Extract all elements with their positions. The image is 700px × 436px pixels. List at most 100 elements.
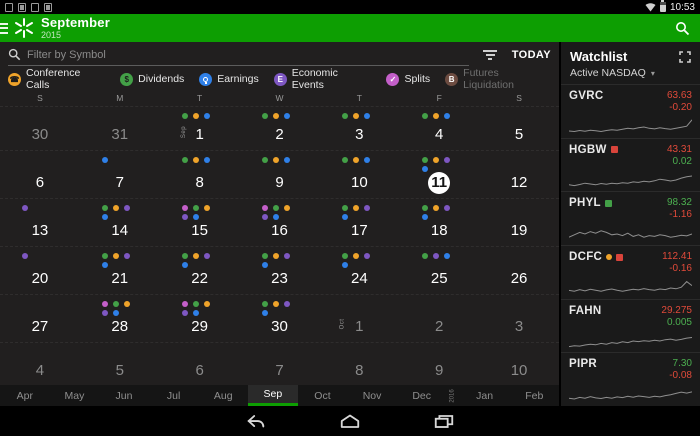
calendar-day-29[interactable]: 29 — [160, 295, 240, 342]
month-tab-jan[interactable]: Jan — [476, 389, 494, 402]
event-dots — [342, 349, 377, 355]
legend-item-economic-events[interactable]: E Economic Events — [273, 67, 372, 91]
watchlist-row-PHYL[interactable]: PHYL 98.32 -1.16 — [561, 191, 700, 245]
date-number: 3 — [514, 318, 524, 335]
calendar-day-14[interactable]: 14 — [80, 199, 160, 246]
date-number: 12 — [510, 174, 528, 191]
futures-liquidation-icon: B — [445, 72, 459, 86]
calendar-day-28[interactable]: 28 — [80, 295, 160, 342]
watchlist-selector[interactable]: Active NASDAQ ▾ — [570, 67, 691, 79]
event-dots — [102, 349, 137, 355]
legend-item-dividends[interactable]: $ Dividends — [120, 72, 184, 86]
month-tab-nov[interactable]: Nov — [362, 389, 382, 402]
watchlist-row-GVRC[interactable]: GVRC 63.63 -0.20 — [561, 84, 700, 138]
event-dots — [502, 349, 537, 355]
calendar-day-18[interactable]: 18 — [399, 199, 479, 246]
calendar-day-16[interactable]: 16 — [240, 199, 320, 246]
watchlist-row-top: GVRC 63.63 -0.20 — [569, 90, 692, 113]
month-tab-aug[interactable]: Aug — [213, 389, 233, 402]
calendar-day-27[interactable]: 27 — [0, 295, 80, 342]
calendar-day-11[interactable]: 11 — [399, 151, 479, 198]
calendar-day-21[interactable]: 21 — [80, 247, 160, 294]
cc-event-dot — [272, 113, 279, 119]
calendar-day-2[interactable]: 2 — [240, 107, 320, 150]
calendar-day-13[interactable]: 13 — [0, 199, 80, 246]
app-logo-starburst-icon — [15, 18, 33, 38]
calendar-day-22[interactable]: 22 — [160, 247, 240, 294]
calendar-day-6-muted[interactable]: 6 — [160, 343, 240, 386]
watchlist-row-PIPR[interactable]: PIPR 7.30 -0.08 — [561, 352, 700, 406]
price-block: 29.275 0.005 — [661, 305, 692, 328]
calendar-day-17[interactable]: 17 — [319, 199, 399, 246]
month-tab-sep[interactable]: Sep — [248, 385, 298, 406]
legend-item-splits[interactable]: ✓ Splits — [386, 72, 430, 86]
calendar-day-4-muted[interactable]: 4 — [0, 343, 80, 386]
legend-item-futures-liquidation[interactable]: B Futures Liquidation — [445, 67, 551, 91]
home-button[interactable] — [331, 412, 369, 431]
calendar-day-15[interactable]: 15 — [160, 199, 240, 246]
sparkline-chart — [569, 119, 692, 132]
filter-funnel-icon[interactable] — [483, 50, 498, 60]
calendar-day-5[interactable]: 5 — [479, 107, 559, 150]
event-dots — [102, 113, 137, 119]
earn-event-dot — [193, 213, 200, 220]
calendar-day-7[interactable]: 7 — [80, 151, 160, 198]
calendar-day-26[interactable]: 26 — [479, 247, 559, 294]
expand-fullscreen-icon[interactable] — [679, 51, 691, 63]
calendar-day-10-muted[interactable]: 10 — [479, 343, 559, 386]
recents-button[interactable] — [425, 412, 463, 431]
legend-item-earnings[interactable]: Earnings — [199, 72, 259, 86]
calendar-day-3-muted[interactable]: 3 — [479, 295, 559, 342]
calendar-day-9-muted[interactable]: 9 — [399, 343, 479, 386]
calendar-day-1-muted[interactable]: 1 Oct — [319, 295, 399, 342]
month-tab-feb[interactable]: Feb — [525, 389, 544, 402]
month-tab-apr[interactable]: Apr — [16, 389, 33, 402]
event-dots — [102, 204, 137, 220]
earn-event-dot — [272, 213, 279, 220]
calendar-day-30-muted[interactable]: 30 — [0, 107, 80, 150]
date-number: 8 — [195, 174, 204, 191]
symbol-filter-input[interactable] — [27, 48, 469, 61]
calendar-day-8-muted[interactable]: 8 — [319, 343, 399, 386]
calendar-day-7-muted[interactable]: 7 — [240, 343, 320, 386]
download-notification-icon — [5, 2, 13, 12]
month-tab-dec[interactable]: Dec — [412, 389, 432, 402]
back-button[interactable] — [237, 412, 275, 431]
calendar-day-19[interactable]: 19 — [479, 199, 559, 246]
calendar-day-9[interactable]: 9 — [240, 151, 320, 198]
calendar-day-24[interactable]: 24 — [319, 247, 399, 294]
calendar-day-2-muted[interactable]: 2 — [399, 295, 479, 342]
calendar-day-25[interactable]: 25 — [399, 247, 479, 294]
month-tab-jul[interactable]: Jul — [166, 389, 181, 402]
calendar-day-5-muted[interactable]: 5 — [80, 343, 160, 386]
watchlist-row-FAHN[interactable]: FAHN 29.275 0.005 — [561, 298, 700, 353]
calendar-day-6[interactable]: 6 — [0, 151, 80, 198]
today-button[interactable]: TODAY — [511, 49, 551, 61]
menu-icon[interactable] — [0, 22, 8, 34]
calendar-day-12[interactable]: 12 — [479, 151, 559, 198]
month-tab-jun[interactable]: Jun — [115, 389, 133, 402]
economic-events-icon: E — [273, 72, 287, 86]
calendar-day-10[interactable]: 10 — [319, 151, 399, 198]
calendar-day-8[interactable]: 8 — [160, 151, 240, 198]
symbol-filter-field[interactable] — [8, 44, 469, 66]
calendar-day-4[interactable]: 4 — [399, 107, 479, 150]
event-dots — [261, 113, 297, 119]
symbol-label: DCFC — [569, 251, 624, 263]
calendar-day-23[interactable]: 23 — [240, 247, 320, 294]
calendar-day-20[interactable]: 20 — [0, 247, 80, 294]
calendar-day-1[interactable]: 1 Sep — [160, 107, 240, 150]
calendar-day-3[interactable]: 3 — [319, 107, 399, 150]
event-dots — [341, 252, 377, 268]
date-number: 25 — [430, 270, 448, 287]
calendar-day-30[interactable]: 30 — [240, 295, 320, 342]
month-tab-may[interactable]: May — [64, 389, 85, 402]
event-dots — [22, 301, 57, 307]
legend-item-conference-calls[interactable]: ☎ Conference Calls — [8, 67, 105, 91]
month-tab-oct[interactable]: Oct — [314, 389, 331, 402]
watchlist-row-HGBW[interactable]: HGBW 43.31 0.02 — [561, 137, 700, 192]
search-icon[interactable] — [675, 21, 690, 36]
watchlist-row-DCFC[interactable]: DCFC 112.41 -0.16 — [561, 245, 700, 299]
calendar-day-31-muted[interactable]: 31 — [80, 107, 160, 150]
date-number: 27 — [31, 318, 49, 335]
